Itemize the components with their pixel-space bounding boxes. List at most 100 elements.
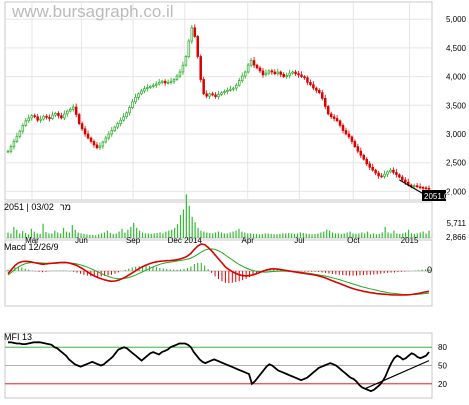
volume-bar (212, 233, 214, 238)
volume-bar (13, 226, 15, 238)
candle-body (329, 113, 333, 118)
candle-body (152, 84, 155, 87)
candle-body (190, 27, 194, 42)
volume-bar (150, 233, 152, 238)
volume-bar (323, 231, 325, 238)
price-y-tick-label: 4,000 (446, 73, 467, 82)
last-value-text: 2051.00 (424, 192, 453, 201)
candle-body (294, 71, 297, 75)
candle-body (288, 72, 291, 76)
macd-panel-frame (4, 239, 433, 307)
volume-bar (203, 231, 205, 238)
volume-bar (42, 223, 44, 238)
candle-body (184, 56, 188, 66)
candle-body (309, 81, 312, 85)
candle-body (214, 94, 217, 98)
candle-body (321, 92, 324, 99)
volume-bar (16, 229, 18, 238)
volume-bar (340, 233, 342, 238)
candle-body (415, 185, 419, 188)
volume-bar (387, 232, 389, 238)
mfi-trendline (364, 360, 430, 390)
candle-body (427, 187, 431, 190)
volume-bar (153, 233, 155, 238)
candle-body (205, 93, 208, 97)
candle-body (116, 123, 119, 128)
x-tick-label: 2015 (401, 236, 419, 245)
mfi-line (8, 341, 430, 393)
candle-body (389, 169, 392, 173)
volume-bar (282, 233, 284, 238)
macd-signal-line (7, 248, 430, 295)
volume-bar (185, 194, 187, 238)
candle-body (371, 166, 374, 171)
candle-body (6, 150, 10, 153)
candle-body (303, 76, 306, 79)
volume-bar (130, 226, 132, 238)
volume-bar (296, 233, 299, 238)
volume-bar (270, 233, 272, 238)
volume-bar (250, 233, 252, 238)
volume-bar (276, 234, 278, 238)
candle-body (341, 125, 345, 131)
candle-body (107, 133, 111, 139)
last-value-label: 2051.00 (422, 190, 453, 201)
candle-body (101, 141, 105, 147)
candle-body (104, 137, 108, 143)
volume-bar (165, 231, 167, 238)
volume-bar (255, 233, 258, 238)
volume-bar (372, 233, 375, 238)
candle-body (306, 77, 309, 83)
volume-bar (39, 233, 41, 238)
volume-bar (425, 233, 427, 238)
candle-body (356, 146, 360, 152)
x-tick-label: Dec 2014 (168, 236, 203, 245)
candle-body (404, 179, 407, 183)
candle-body (45, 115, 48, 118)
mfi-title: MFI 13 (4, 332, 32, 342)
volume-bar (273, 234, 275, 238)
volume-bar (299, 232, 301, 238)
candle-body (395, 172, 398, 176)
price-panel-frame (4, 1, 433, 201)
volume-bar (65, 231, 68, 238)
volume-y-tick-label: 2,866 (446, 233, 467, 242)
candle-body (276, 71, 280, 75)
candle-body (374, 169, 377, 174)
candle-body (323, 98, 327, 107)
candle-body (137, 93, 140, 98)
candle-body (220, 92, 223, 95)
volume-bar (220, 232, 223, 238)
volume-bar (112, 233, 114, 238)
candle-body (332, 116, 336, 119)
plot-layer: 5,000 4,500 4,000 3,500 3,000 2,500 2,000 Mar Ju… (4, 1, 467, 399)
candle-body (86, 133, 90, 139)
volume-bar (182, 209, 185, 238)
candle-body (12, 141, 16, 147)
candle-body (421, 187, 425, 189)
candle-body (282, 73, 285, 77)
candle-body (15, 135, 19, 142)
candle-body (18, 130, 22, 137)
price-y-tick-label: 2,500 (446, 159, 467, 168)
candle-body (160, 80, 164, 83)
volume-bar (302, 232, 304, 238)
volume-bar (232, 231, 234, 238)
candle-body (264, 72, 268, 76)
candle-body (48, 117, 51, 119)
candle-body (362, 154, 366, 160)
volume-bar (179, 215, 182, 238)
volume-bar (407, 229, 410, 238)
volume-bar (176, 224, 179, 238)
volume-bar (375, 234, 377, 238)
volume-bar (396, 233, 398, 238)
volume-bar (51, 233, 53, 238)
candle-body (386, 171, 389, 175)
candle-body (89, 137, 93, 142)
volume-bar (83, 233, 85, 238)
candle-body (110, 130, 114, 135)
volume-bar (279, 233, 281, 238)
candle-body (42, 115, 45, 120)
volume-bar (223, 233, 225, 238)
